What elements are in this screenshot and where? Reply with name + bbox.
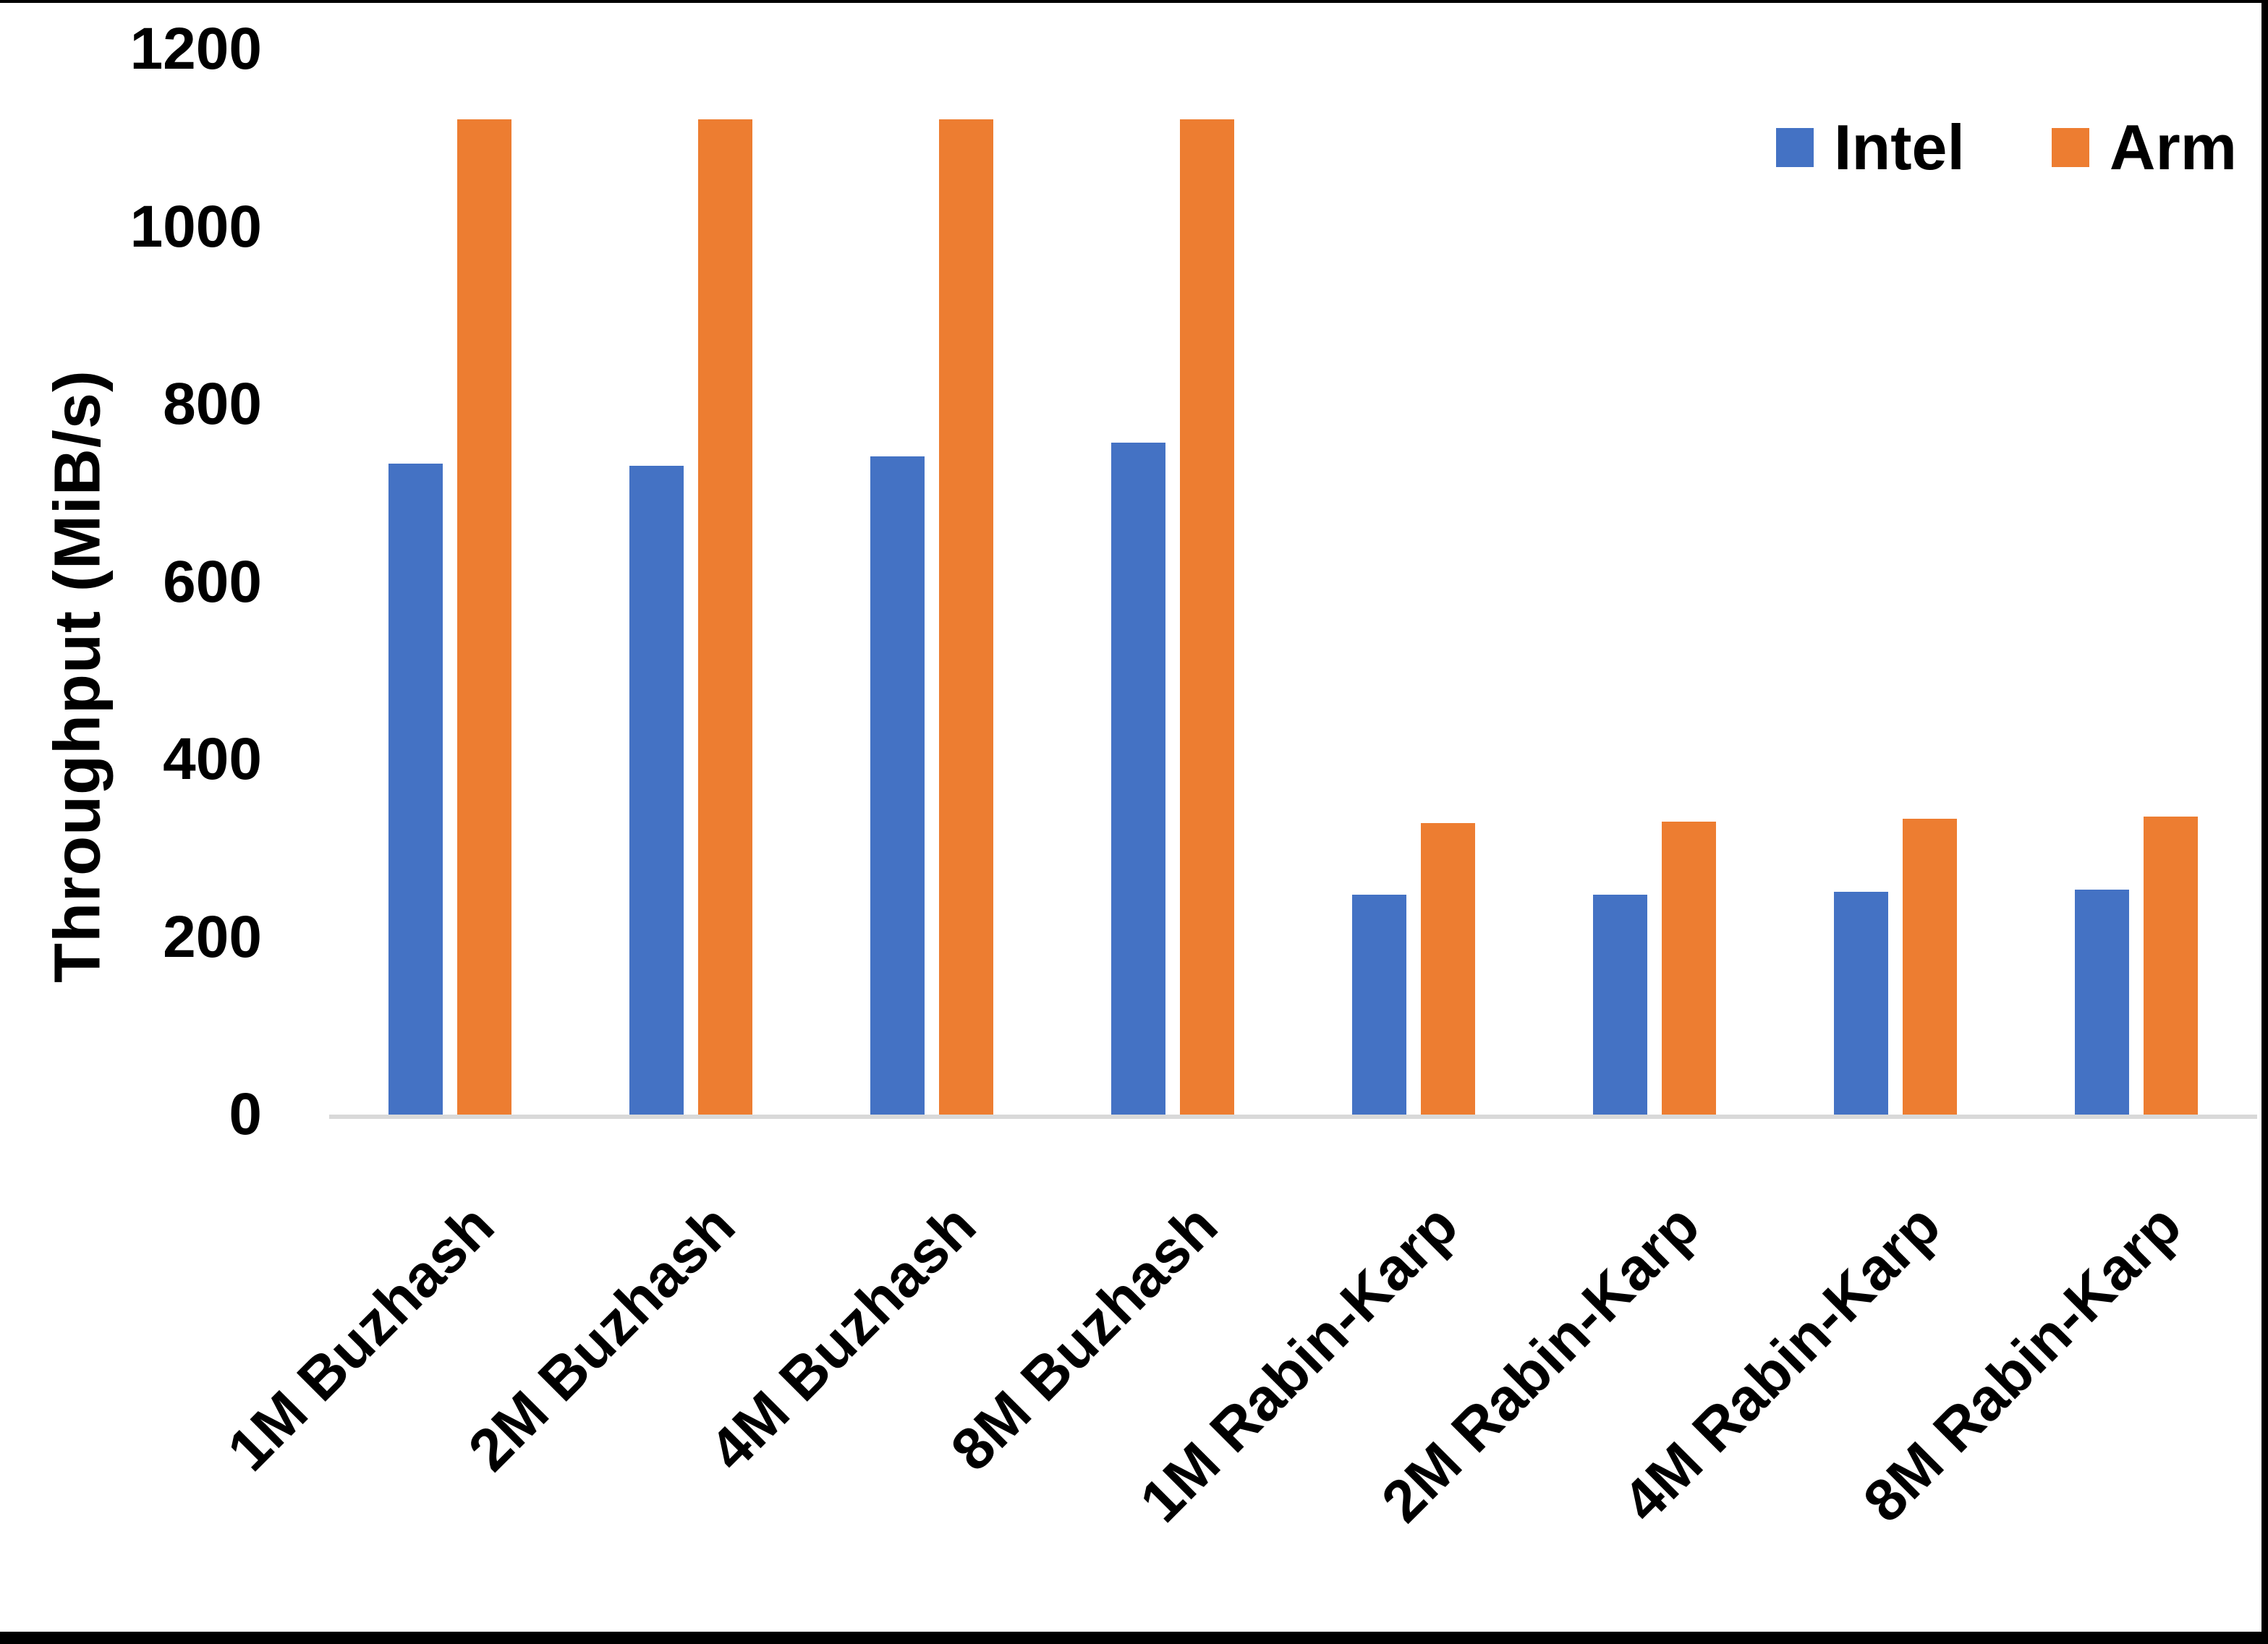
y-tick-1000: 1000 <box>129 193 262 260</box>
frame-top-border <box>0 0 2268 3</box>
legend-swatch-arm <box>2051 128 2089 167</box>
bar-intel-4m-buzhash <box>870 456 925 1115</box>
frame-bottom-border <box>0 1632 2268 1644</box>
bar-arm-8m-buzhash <box>1179 119 1234 1115</box>
y-tick-0: 0 <box>229 1081 262 1147</box>
bar-arm-2m-rabin-karp <box>1662 821 1717 1115</box>
y-tick-1200: 1200 <box>129 16 262 82</box>
bar-arm-1m-rabin-karp <box>1421 823 1476 1115</box>
bar-arm-4m-rabin-karp <box>1903 819 1958 1115</box>
y-axis-title: Throughput (MiB/s) <box>41 370 114 983</box>
bar-arm-1m-buzhash <box>456 119 511 1115</box>
bar-arm-4m-buzhash <box>938 119 993 1115</box>
bar-arm-2m-buzhash <box>697 119 752 1115</box>
bar-intel-8m-buzhash <box>1110 442 1165 1115</box>
bar-intel-1m-buzhash <box>388 464 443 1115</box>
y-tick-600: 600 <box>163 548 262 615</box>
legend-label-arm: Arm <box>2109 111 2237 183</box>
x-axis-line <box>329 1115 2257 1119</box>
bar-intel-8m-rabin-karp <box>2075 890 2130 1115</box>
y-tick-800: 800 <box>163 371 262 437</box>
legend-label-intel: Intel <box>1834 111 1965 183</box>
bar-intel-2m-buzhash <box>629 465 684 1115</box>
y-tick-200: 200 <box>163 903 262 970</box>
legend-swatch-intel <box>1776 128 1814 167</box>
bar-intel-4m-rabin-karp <box>1834 891 1889 1115</box>
bar-intel-1m-rabin-karp <box>1352 894 1407 1115</box>
bar-intel-2m-rabin-karp <box>1593 894 1648 1115</box>
bar-arm-8m-rabin-karp <box>2144 816 2199 1115</box>
y-tick-400: 400 <box>163 726 262 792</box>
legend: Intel Arm <box>1776 114 2237 181</box>
frame-right-border <box>2261 0 2268 1644</box>
legend-item-arm: Arm <box>2051 111 2237 183</box>
legend-item-intel: Intel <box>1776 116 1965 179</box>
